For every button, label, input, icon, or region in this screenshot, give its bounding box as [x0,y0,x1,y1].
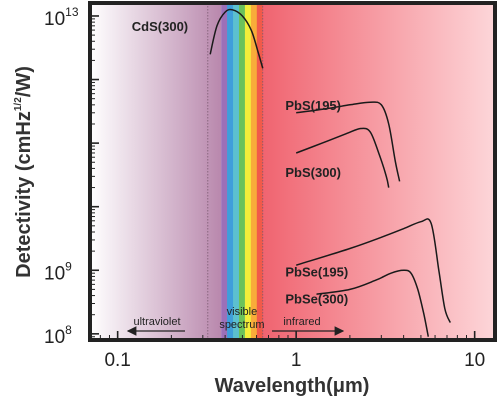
infrared-label: infrared [283,316,320,328]
detectivity-curves [209,8,451,337]
plot-frame [88,1,497,342]
y-axis-title-main: Detectivity (cmHz [13,111,35,278]
curve-pbse-300 [316,269,430,337]
label-pbse-300: PbSe(300) [285,291,348,306]
visible-band [244,3,252,340]
visible-band [233,3,240,340]
visible-band [238,3,246,340]
ultraviolet-region [90,3,222,340]
y-axis-title-end: /W) [13,66,35,97]
visible-band [256,3,264,340]
y-axis-ticks: 108 109 1013 [44,5,99,348]
curve-pbs-300 [295,127,390,188]
ultraviolet-label: ultraviolet [133,316,180,328]
visible-label-line2: spectrum [219,319,264,331]
curve-labels: CdS(300) PbS(195) PbS(300) PbSe(195) PbSe(30… [132,19,348,307]
curve-pbs-195 [296,101,401,182]
y-tick-label: 1013 [44,5,79,30]
label-pbs-300: PbS(300) [285,165,341,180]
visible-spectrum-region [221,3,264,340]
x-tick-label: 10 [464,350,485,371]
x-tick-label: 0.1 [104,350,130,371]
curve-pbse-195 [295,218,451,323]
label-pbs-195: PbS(195) [285,98,341,113]
y-axis-title: Detectivity (cmHz1/2/W) [13,66,35,278]
x-tick-label: 1 [291,350,302,371]
visible-band [250,3,258,340]
region-boundaries [207,3,264,340]
label-cds-300: CdS(300) [132,19,188,34]
visible-label-line1: visible [227,306,258,318]
y-tick-label: 108 [44,323,72,348]
x-axis-ticks: 0.1 1 10 [89,331,485,371]
x-axis-title: Wavelength(μm) [215,375,370,397]
y-tick-label: 109 [44,259,72,284]
visible-band [221,3,228,340]
infrared-region [262,3,495,340]
curve-cds-300 [209,8,264,69]
region-labels: ultraviolet visible spectrum infrared [126,306,345,336]
visible-band [227,3,234,340]
plot-area [90,3,495,340]
label-pbse-195: PbSe(195) [285,265,348,280]
y-axis-title-sup: 1/2 [13,97,24,111]
